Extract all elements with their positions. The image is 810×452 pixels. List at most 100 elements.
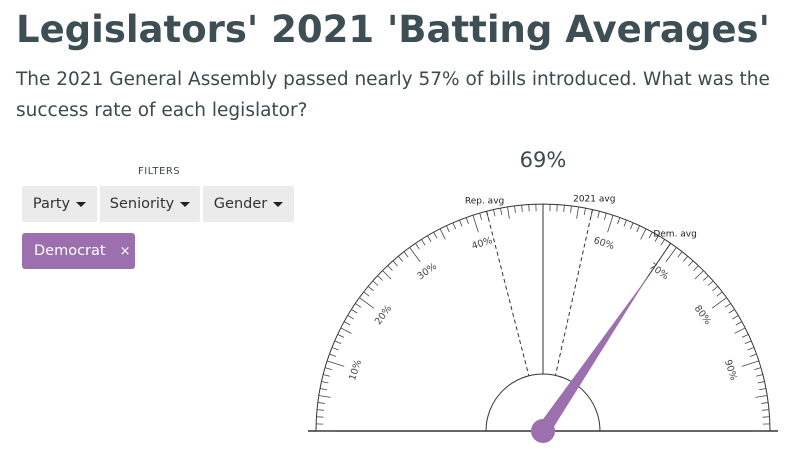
page-title: Legislators' 2021 'Batting Averages' [16,8,770,51]
gauge-tick [433,231,438,239]
gauge-tick [514,205,516,213]
gauge-tick-label: 90% [722,358,739,381]
gauge-tick [603,212,607,220]
gauge-ticks [308,203,778,432]
gauge-tick-label: 80% [692,303,713,327]
gauge-tick [363,291,370,297]
gauge-tick [343,321,351,326]
gauge-tick [735,321,743,326]
batting-average-gauge: 69% Rep. avg 2021 avg Dem. avg 10% 20% 30% 40… [308,148,778,443]
gauge-tick [421,239,426,246]
gauge-tick [677,251,683,258]
remove-chip-icon[interactable]: × [119,243,131,259]
gauge-tick [351,309,358,314]
gauge-tick [445,225,450,233]
gauge-inner-arc [485,373,601,432]
gauge-tick [403,251,409,258]
gauge-tick [409,247,421,263]
gauge-tick [367,285,374,292]
seniority-filter-button[interactable]: Seniority [100,186,200,222]
gauge-tick [724,303,731,308]
gauge-tick [321,381,329,384]
party-filter-button[interactable]: Party [22,186,97,222]
gauge-tick [728,309,735,314]
gauge-tick [754,367,762,371]
gauge-tick [707,280,714,286]
caret-down-icon [273,201,284,207]
seniority-filter-label: Seniority [109,196,175,212]
gauge-tick [694,270,704,280]
gauge-tick [660,239,665,246]
gauge-tick [439,228,446,240]
gauge-tick [329,353,337,357]
gauge-tick [472,214,479,233]
gauge-tick [377,275,383,281]
democrat-filter-chip[interactable]: Democrat × [22,233,135,269]
gauge-tick [576,206,579,219]
gender-filter-button[interactable]: Gender [203,186,294,222]
gauge-tick [759,388,767,391]
reference-label: Dem. avg [653,230,697,240]
gauge-tick [623,219,627,227]
gauge-tick [654,235,659,242]
gauge-tick [570,205,572,213]
gauge-tick [318,395,331,398]
gauge-reference-lines: Rep. avg 2021 avg Dem. avg [465,195,697,385]
party-filter-label: Party [32,196,71,212]
gauge-tick [347,315,354,320]
gauge-tick [583,207,586,215]
gauge-tick [741,360,760,367]
gauge-tick [607,214,614,233]
needle-hub [531,419,555,443]
gauge-tick [744,340,752,344]
gauge-tick [387,265,393,271]
filters-label: FILTERS [138,166,181,177]
gauge-tick [703,275,709,281]
gauge-tick [741,333,749,338]
gender-filter-label: Gender [213,196,268,212]
gauge-tick [459,219,463,227]
gauge-needle [531,274,650,443]
gauge-tick [755,395,768,398]
needle-pointer [537,274,650,435]
caret-down-icon [180,201,191,207]
gauge-tick [324,367,332,371]
gauge-tick [397,255,404,262]
gauge-tick [521,204,523,213]
gauge-tick [427,235,432,242]
gauge-tick [355,303,362,308]
gauge-tick-label: 60% [592,235,615,252]
gauge-tick [415,243,420,250]
gauge-tick [716,291,723,297]
gauge-tick [340,327,352,334]
gauge-tick-label: 40% [470,235,493,252]
page-subtitle: The 2021 General Assembly passed nearly … [16,69,770,121]
gauge-tick [665,247,677,263]
gauge-tick [334,340,342,344]
gauge-tick [323,374,331,377]
gauge-tick [734,327,746,334]
reference-label: Rep. avg [465,196,504,206]
gauge-tick [452,222,456,230]
gauge-tick [493,209,496,217]
gauge-tick [326,360,345,367]
gauge-tick [382,270,392,280]
gauge-tick [617,217,621,225]
gauge-tick-label: 10% [347,358,364,381]
gauge-tick [648,231,653,239]
gauge-tick [319,388,327,391]
reference-line [486,211,530,376]
gauge-tick [331,347,339,351]
gauge-tick [640,228,647,240]
gauge-tick [500,207,503,215]
gauge-tick [682,255,689,262]
gauge-tick [372,280,379,286]
gauge-tick [761,409,770,411]
gauge-tick [749,353,757,357]
gauge-readout: 69% [520,148,567,172]
gauge-tick [693,265,699,271]
gauge-tick [317,402,325,404]
gauge-tick [316,409,325,411]
gauge-tick-label: 20% [373,303,394,327]
gauge-tick [711,297,727,309]
